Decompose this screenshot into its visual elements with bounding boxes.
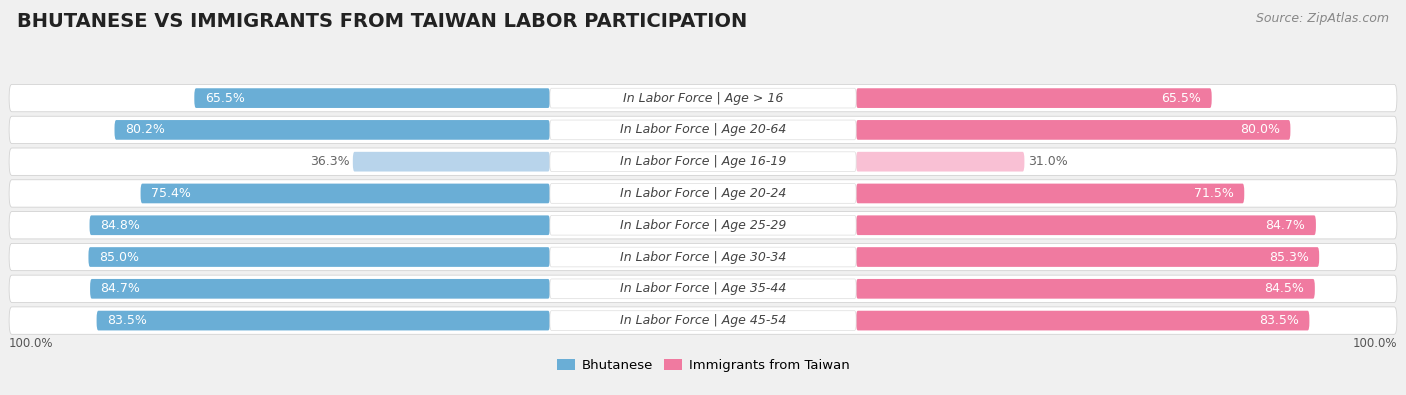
- FancyBboxPatch shape: [194, 88, 550, 108]
- FancyBboxPatch shape: [856, 184, 1244, 203]
- FancyBboxPatch shape: [8, 275, 1398, 303]
- FancyBboxPatch shape: [8, 212, 1398, 239]
- FancyBboxPatch shape: [856, 247, 1319, 267]
- Text: In Labor Force | Age 20-24: In Labor Force | Age 20-24: [620, 187, 786, 200]
- FancyBboxPatch shape: [550, 247, 856, 267]
- FancyBboxPatch shape: [8, 180, 1398, 207]
- Text: BHUTANESE VS IMMIGRANTS FROM TAIWAN LABOR PARTICIPATION: BHUTANESE VS IMMIGRANTS FROM TAIWAN LABO…: [17, 12, 747, 31]
- FancyBboxPatch shape: [856, 88, 1212, 108]
- FancyBboxPatch shape: [90, 215, 550, 235]
- Text: In Labor Force | Age 45-54: In Labor Force | Age 45-54: [620, 314, 786, 327]
- FancyBboxPatch shape: [8, 116, 1398, 143]
- FancyBboxPatch shape: [856, 311, 1309, 331]
- Legend: Bhutanese, Immigrants from Taiwan: Bhutanese, Immigrants from Taiwan: [551, 354, 855, 377]
- Text: 80.2%: 80.2%: [125, 123, 165, 136]
- FancyBboxPatch shape: [90, 279, 550, 299]
- FancyBboxPatch shape: [89, 247, 550, 267]
- Text: In Labor Force | Age > 16: In Labor Force | Age > 16: [623, 92, 783, 105]
- FancyBboxPatch shape: [97, 311, 550, 331]
- FancyBboxPatch shape: [114, 120, 550, 140]
- FancyBboxPatch shape: [8, 148, 1398, 175]
- FancyBboxPatch shape: [550, 184, 856, 203]
- Text: In Labor Force | Age 20-64: In Labor Force | Age 20-64: [620, 123, 786, 136]
- Text: 100.0%: 100.0%: [1353, 337, 1398, 350]
- Text: 85.0%: 85.0%: [98, 250, 139, 263]
- Text: 65.5%: 65.5%: [1161, 92, 1201, 105]
- Text: 100.0%: 100.0%: [8, 337, 53, 350]
- FancyBboxPatch shape: [550, 120, 856, 140]
- Text: 84.7%: 84.7%: [1265, 219, 1306, 232]
- Text: 71.5%: 71.5%: [1194, 187, 1234, 200]
- Text: In Labor Force | Age 16-19: In Labor Force | Age 16-19: [620, 155, 786, 168]
- Text: 83.5%: 83.5%: [107, 314, 146, 327]
- Text: 83.5%: 83.5%: [1260, 314, 1299, 327]
- Text: 31.0%: 31.0%: [1028, 155, 1067, 168]
- FancyBboxPatch shape: [550, 311, 856, 331]
- FancyBboxPatch shape: [856, 279, 1315, 299]
- Text: In Labor Force | Age 35-44: In Labor Force | Age 35-44: [620, 282, 786, 295]
- Text: 84.5%: 84.5%: [1264, 282, 1305, 295]
- Text: 65.5%: 65.5%: [205, 92, 245, 105]
- Text: In Labor Force | Age 30-34: In Labor Force | Age 30-34: [620, 250, 786, 263]
- FancyBboxPatch shape: [353, 152, 550, 171]
- Text: 84.7%: 84.7%: [100, 282, 141, 295]
- Text: Source: ZipAtlas.com: Source: ZipAtlas.com: [1256, 12, 1389, 25]
- Text: 85.3%: 85.3%: [1268, 250, 1309, 263]
- FancyBboxPatch shape: [550, 215, 856, 235]
- FancyBboxPatch shape: [550, 88, 856, 108]
- Text: 84.8%: 84.8%: [100, 219, 139, 232]
- FancyBboxPatch shape: [856, 120, 1291, 140]
- FancyBboxPatch shape: [8, 85, 1398, 112]
- Text: 80.0%: 80.0%: [1240, 123, 1279, 136]
- Text: 75.4%: 75.4%: [150, 187, 191, 200]
- FancyBboxPatch shape: [856, 152, 1025, 171]
- Text: 36.3%: 36.3%: [309, 155, 349, 168]
- FancyBboxPatch shape: [8, 243, 1398, 271]
- FancyBboxPatch shape: [856, 215, 1316, 235]
- FancyBboxPatch shape: [141, 184, 550, 203]
- FancyBboxPatch shape: [550, 152, 856, 171]
- FancyBboxPatch shape: [8, 307, 1398, 334]
- FancyBboxPatch shape: [550, 279, 856, 299]
- Text: In Labor Force | Age 25-29: In Labor Force | Age 25-29: [620, 219, 786, 232]
